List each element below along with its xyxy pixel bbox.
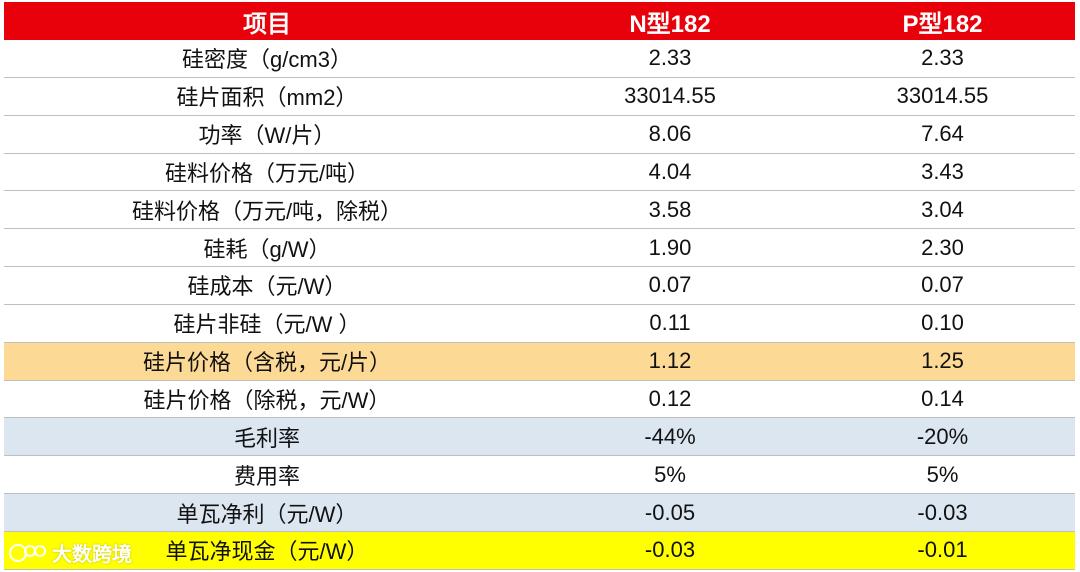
table-cell: 3.58 [648,196,692,222]
header-cell: N型182 [629,10,711,38]
table-cell: 2.33 [921,45,964,71]
table-cell: 0.12 [648,386,692,412]
table-cell: 4.04 [648,158,692,184]
table-row: 硅耗（g/W） 1.90 2.30 [4,229,1075,268]
table-cell: 7.64 [921,121,964,147]
row-label: 单瓦净利（元/W） [176,501,358,527]
table-cell: 5% [654,461,686,487]
row-label: 硅片价格（含税，元/片） [142,350,392,376]
table-cell: 2.30 [921,234,964,260]
table-row: 费用率 5% 5% [4,456,1075,495]
table-cell: 2.33 [648,45,692,71]
table-cell: -0.03 [644,537,696,563]
table-cell: 0.10 [921,310,964,336]
table-cell: 3.04 [921,196,964,222]
row-label: 单瓦净现金（元/W） [165,539,369,565]
table-cell: 8.06 [648,121,692,147]
header-cell: P型182 [902,10,983,38]
table-row: 硅料价格（万元/吨） 4.04 3.43 [4,154,1075,192]
row-label: 硅料价格（万元/吨） [164,160,370,186]
table-row: 硅密度（g/cm3） 2.33 2.33 [4,40,1075,78]
table-cell: 3.43 [921,158,964,184]
table-cell: -44% [644,423,696,449]
table-row: 硅料价格（万元/吨，除税） 3.58 3.04 [4,191,1075,230]
table-row: 硅片价格（除税，元/W） 0.12 0.14 [4,381,1075,419]
header-cell: 项目 [243,10,291,38]
table-cell: 33014.55 [896,83,989,109]
row-label: 硅成本（元/W） [187,274,347,300]
row-label: 硅片价格（除税，元/W） [143,388,391,414]
table-cell: -0.05 [644,499,696,525]
table: 项目 N型182 P型182 硅密度（g/cm3） 2.33 2.33 硅片面积（mm2） 3… [4,2,1075,570]
row-label: 硅密度（g/cm3） [182,47,352,73]
table-cell: 33014.55 [624,83,716,109]
row-label: 功率（W/片） [198,123,336,149]
table-row: 毛利率 -44% -20% [4,418,1075,457]
row-label: 硅料价格（万元/吨，除税） [131,198,403,224]
table-row: 硅成本（元/W） 0.07 0.07 [4,267,1075,305]
table-cell: 5% [926,461,959,487]
table-cell: 1.12 [648,348,692,374]
table-cell: 1.25 [921,348,964,374]
row-label: 硅耗（g/W） [203,236,331,262]
row-label: 费用率 [233,463,300,489]
table-row: 功率（W/片） 8.06 7.64 [4,116,1075,154]
row-label: 毛利率 [233,425,300,451]
table-cell: 0.07 [648,272,692,298]
table-cell: -0.01 [917,537,968,563]
table-row: 单瓦净现金（元/W） -0.03 -0.01 [4,531,1075,570]
row-label: 硅片面积（mm2） [176,85,358,111]
table-row: 硅片非硅（元/W ） 0.11 0.10 [4,305,1075,343]
table-cell: 1.90 [648,234,692,260]
row-label: 硅片非硅（元/W ） [173,312,361,338]
table-cell: 0.07 [921,272,964,298]
table-cell: 0.11 [649,310,691,336]
table-cell: -0.03 [917,499,968,525]
watermark: 大数跨境 [8,538,132,567]
watermark-logo [9,543,46,562]
watermark-text: 大数跨境 [52,544,132,566]
table-cell: -20% [916,423,969,449]
table-cell: 0.14 [921,386,964,412]
header-row: 项目 N型182 P型182 [4,2,1075,40]
table-row: 硅片价格（含税，元/片） 1.12 1.25 [4,342,1075,381]
table-row: 硅片面积（mm2） 33014.55 33014.55 [4,78,1075,116]
table-row: 单瓦净利（元/W） -0.05 -0.03 [4,494,1075,532]
